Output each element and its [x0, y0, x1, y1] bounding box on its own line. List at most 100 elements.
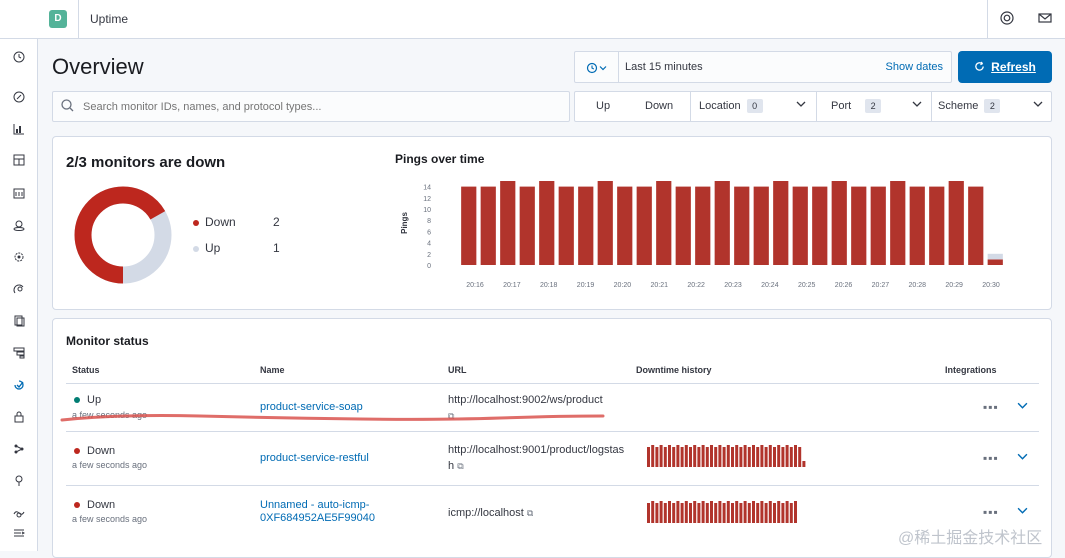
- history-bar: [722, 447, 726, 467]
- mail-icon[interactable]: [1037, 11, 1053, 27]
- bar-down: [812, 186, 828, 265]
- history-bar: [659, 501, 663, 523]
- monitor-url[interactable]: http://localhost:9002/ws/product ⧉: [448, 392, 633, 424]
- history-bar: [714, 447, 718, 467]
- history-bar: [705, 503, 709, 523]
- bar-down: [558, 186, 574, 265]
- visualize-icon[interactable]: [11, 123, 27, 139]
- search-input[interactable]: [83, 92, 563, 121]
- uptime-icon[interactable]: [11, 379, 27, 395]
- refresh-button[interactable]: Refresh: [958, 51, 1052, 83]
- bar-down: [480, 186, 496, 265]
- history-bar: [781, 447, 785, 467]
- more-dots-icon[interactable]: ▪▪▪: [983, 505, 999, 519]
- bar-down: [792, 186, 808, 265]
- status-dot-up: [74, 397, 80, 404]
- bar-down: [714, 181, 730, 265]
- history-bar: [651, 445, 655, 467]
- history-bar: [668, 445, 671, 467]
- page-title: Overview: [52, 54, 144, 79]
- bar-down: [753, 186, 769, 265]
- monitor-url[interactable]: icmp://localhost ⧉: [448, 505, 633, 521]
- history-bar: [785, 501, 789, 523]
- filter-location-button[interactable]: Location 0: [699, 92, 763, 121]
- monitoring-icon[interactable]: [11, 507, 27, 523]
- filter-up-button[interactable]: Up: [596, 100, 611, 112]
- history-bar: [726, 501, 730, 523]
- chevron-down-icon[interactable]: [912, 92, 922, 121]
- column-header-downtime-history: Downtime history: [636, 365, 712, 375]
- history-bar: [705, 447, 709, 467]
- monitor-url[interactable]: http://localhost:9001/product/logstash ⧉: [448, 442, 628, 474]
- x-tick-label: 20:22: [687, 282, 705, 289]
- canvas-icon[interactable]: [11, 187, 27, 203]
- chevron-down-icon[interactable]: [1017, 451, 1028, 465]
- logs-icon[interactable]: [11, 315, 27, 331]
- siem-icon[interactable]: [11, 411, 27, 427]
- external-link-icon[interactable]: ⧉: [457, 461, 464, 471]
- column-header-status[interactable]: Status: [72, 365, 100, 375]
- search-icon: [61, 99, 74, 115]
- chevron-down-icon[interactable]: [796, 92, 806, 121]
- maps-icon[interactable]: [11, 219, 27, 235]
- monitor-name-link[interactable]: product-service-soap: [260, 401, 363, 413]
- collapse-icon[interactable]: [11, 527, 27, 543]
- search-bar[interactable]: [52, 91, 570, 122]
- y-tick-label: 10: [423, 207, 431, 214]
- apm-icon[interactable]: [11, 347, 27, 363]
- show-dates-link[interactable]: Show dates: [885, 61, 943, 73]
- quick-select-button[interactable]: [575, 52, 619, 82]
- monitor-name-link[interactable]: Unnamed - auto-icmp-0XF684952AE5F99040: [260, 499, 375, 524]
- legend-down: Down 2: [193, 215, 313, 229]
- chevron-down-icon[interactable]: [1017, 505, 1028, 519]
- monitor-name-link[interactable]: product-service-restful: [260, 452, 369, 464]
- status-cell: Down: [74, 445, 115, 457]
- history-bar: [785, 445, 789, 467]
- history-bar: [735, 501, 739, 523]
- status-cell: Up: [74, 394, 101, 406]
- history-bar: [701, 501, 705, 523]
- history-bar: [672, 503, 676, 523]
- filter-port-button[interactable]: Port 2: [831, 92, 882, 121]
- dashboard-icon[interactable]: [11, 154, 27, 170]
- x-tick-label: 20:20: [614, 282, 632, 289]
- space-avatar[interactable]: D: [49, 10, 67, 28]
- status-timestamp: a few seconds ago: [72, 460, 148, 470]
- history-bar: [710, 501, 713, 523]
- date-range-text[interactable]: Last 15 minutes: [625, 61, 703, 73]
- y-tick-label: 0: [427, 263, 431, 270]
- help-ring-icon[interactable]: [999, 11, 1015, 27]
- history-bar: [651, 501, 655, 523]
- history-bar: [743, 445, 747, 467]
- bar-down: [987, 259, 1003, 265]
- date-picker[interactable]: Last 15 minutes Show dates: [574, 51, 952, 83]
- clock-icon[interactable]: [11, 51, 27, 67]
- history-bar: [777, 445, 781, 467]
- dev-tools-icon[interactable]: [11, 475, 27, 491]
- ml-icon[interactable]: [11, 251, 27, 267]
- more-dots-icon[interactable]: ▪▪▪: [983, 451, 999, 465]
- external-link-icon[interactable]: ⧉: [448, 411, 455, 421]
- more-dots-icon[interactable]: ▪▪▪: [983, 400, 999, 414]
- filter-down-button[interactable]: Down: [645, 100, 674, 112]
- legend-dot-up: [193, 245, 199, 252]
- compass-icon[interactable]: [11, 91, 27, 107]
- chevron-down-icon[interactable]: [1017, 400, 1028, 414]
- y-tick-label: 8: [427, 218, 431, 225]
- metrics-icon[interactable]: [11, 283, 27, 299]
- external-link-icon[interactable]: ⧉: [526, 508, 534, 518]
- graph-icon[interactable]: [11, 443, 27, 459]
- chevron-down-icon[interactable]: [1033, 92, 1043, 121]
- history-bar: [676, 445, 680, 467]
- history-bar: [714, 503, 718, 523]
- filter-location-label: Location: [699, 100, 741, 112]
- history-bar: [743, 501, 747, 523]
- history-bar: [718, 445, 722, 467]
- filter-scheme-button[interactable]: Scheme 2: [938, 92, 1001, 121]
- history-bar: [680, 447, 684, 467]
- history-bar: [794, 445, 797, 467]
- history-bar: [768, 501, 772, 523]
- filter-divider: [690, 92, 691, 121]
- column-header-url[interactable]: URL: [448, 365, 467, 375]
- column-header-name[interactable]: Name: [260, 365, 285, 375]
